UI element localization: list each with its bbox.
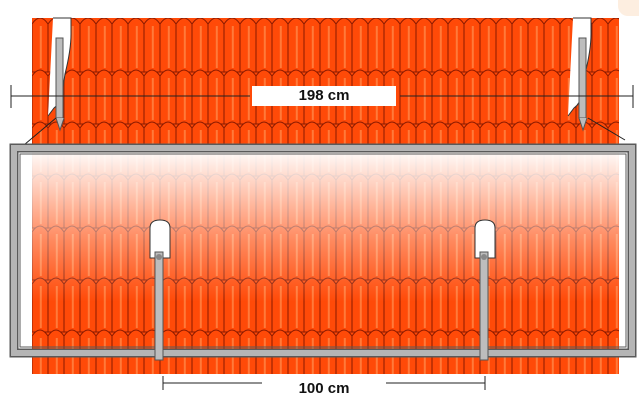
bottom-width-label: 100 cm [265, 378, 383, 394]
dimension-line-top [10, 85, 634, 108]
top-width-label: 198 cm [252, 86, 396, 106]
corner-tab [618, 0, 639, 16]
dimension-line-bottom [162, 376, 486, 390]
collector-panel [9, 143, 637, 358]
roof-hook-bottom-right [474, 219, 496, 361]
roof-hook-top-left [47, 17, 72, 132]
roof-hook-top-right [567, 17, 626, 141]
roof-hook-bottom-left [149, 219, 171, 361]
